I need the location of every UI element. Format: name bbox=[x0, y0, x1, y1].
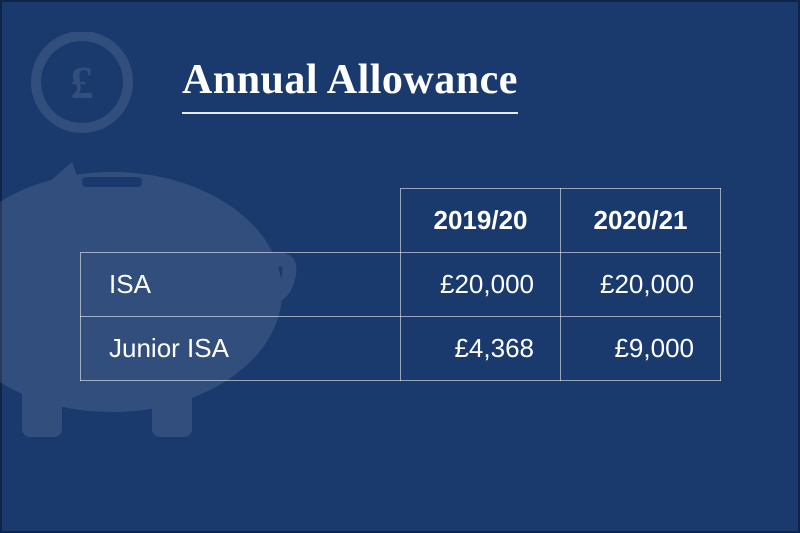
col-header-0: 2019/20 bbox=[401, 189, 561, 253]
col-header-1: 2020/21 bbox=[561, 189, 721, 253]
cell-isa-2020: £20,000 bbox=[561, 253, 721, 317]
cell-junior-2019: £4,368 bbox=[401, 317, 561, 381]
table-header-row: 2019/20 2020/21 bbox=[81, 189, 721, 253]
allowance-table: 2019/20 2020/21 ISA £20,000 £20,000 Juni… bbox=[80, 188, 721, 381]
page-title: Annual Allowance bbox=[182, 56, 518, 114]
blank-corner-cell bbox=[81, 189, 401, 253]
table-row: ISA £20,000 £20,000 bbox=[81, 253, 721, 317]
svg-text:£: £ bbox=[71, 57, 94, 108]
cell-junior-2020: £9,000 bbox=[561, 317, 721, 381]
row-label-junior-isa: Junior ISA bbox=[81, 317, 401, 381]
cell-isa-2019: £20,000 bbox=[401, 253, 561, 317]
table-row: Junior ISA £4,368 £9,000 bbox=[81, 317, 721, 381]
row-label-isa: ISA bbox=[81, 253, 401, 317]
